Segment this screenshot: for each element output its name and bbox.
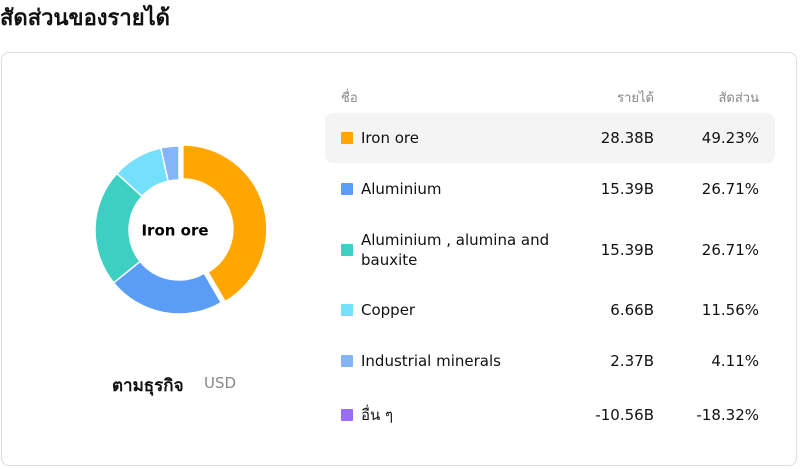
row-share: 11.56% [701, 301, 759, 319]
table-row[interactable]: Iron ore 28.38B 49.23% [325, 113, 775, 163]
row-name: Industrial minerals [361, 352, 501, 370]
table-row[interactable]: อื่น ๆ -10.56B -18.32% [325, 390, 775, 440]
row-share: 26.71% [701, 241, 759, 259]
row-name: Iron ore [361, 129, 419, 147]
row-name: Aluminium [361, 180, 442, 198]
subtitle: ตามธุรกิจ [112, 376, 184, 396]
table-row[interactable]: Copper 6.66B 11.56% [325, 285, 775, 335]
row-revenue: -10.56B [595, 406, 654, 424]
header-revenue: รายได้ [617, 91, 654, 106]
legend-swatch [341, 132, 353, 144]
row-share: 49.23% [701, 129, 759, 147]
legend-swatch [341, 409, 353, 421]
legend-swatch [341, 355, 353, 367]
center-label: Iron ore [141, 222, 208, 240]
card [1, 52, 797, 466]
legend-swatch [341, 183, 353, 195]
row-revenue: 2.37B [610, 352, 654, 370]
table-row[interactable]: Aluminium , alumina and bauxite 15.39B 26.… [325, 225, 775, 275]
row-share: -18.32% [696, 406, 759, 424]
header-share: สัดส่วน [718, 91, 760, 106]
row-name: Aluminium , alumina and bauxite [361, 231, 550, 269]
row-revenue: 28.38B [600, 129, 654, 147]
row-revenue: 6.66B [610, 301, 654, 319]
table-row[interactable]: Aluminium 15.39B 26.71% [325, 164, 775, 214]
legend-swatch [341, 244, 353, 256]
header-name: ชื่อ [341, 91, 358, 106]
donut-slice[interactable] [182, 144, 268, 303]
row-revenue: 15.39B [600, 180, 654, 198]
legend-swatch [341, 304, 353, 316]
donut-slice[interactable] [159, 145, 180, 183]
page-title: สัดส่วนของรายได้ [0, 6, 170, 31]
row-name: อื่น ๆ [361, 406, 394, 424]
row-share: 4.11% [711, 352, 759, 370]
row-revenue: 15.39B [600, 241, 654, 259]
row-share: 26.71% [701, 180, 759, 198]
unit: USD [204, 374, 237, 392]
row-name: Copper [361, 301, 416, 319]
table-row[interactable]: Industrial minerals 2.37B 4.11% [325, 336, 775, 386]
